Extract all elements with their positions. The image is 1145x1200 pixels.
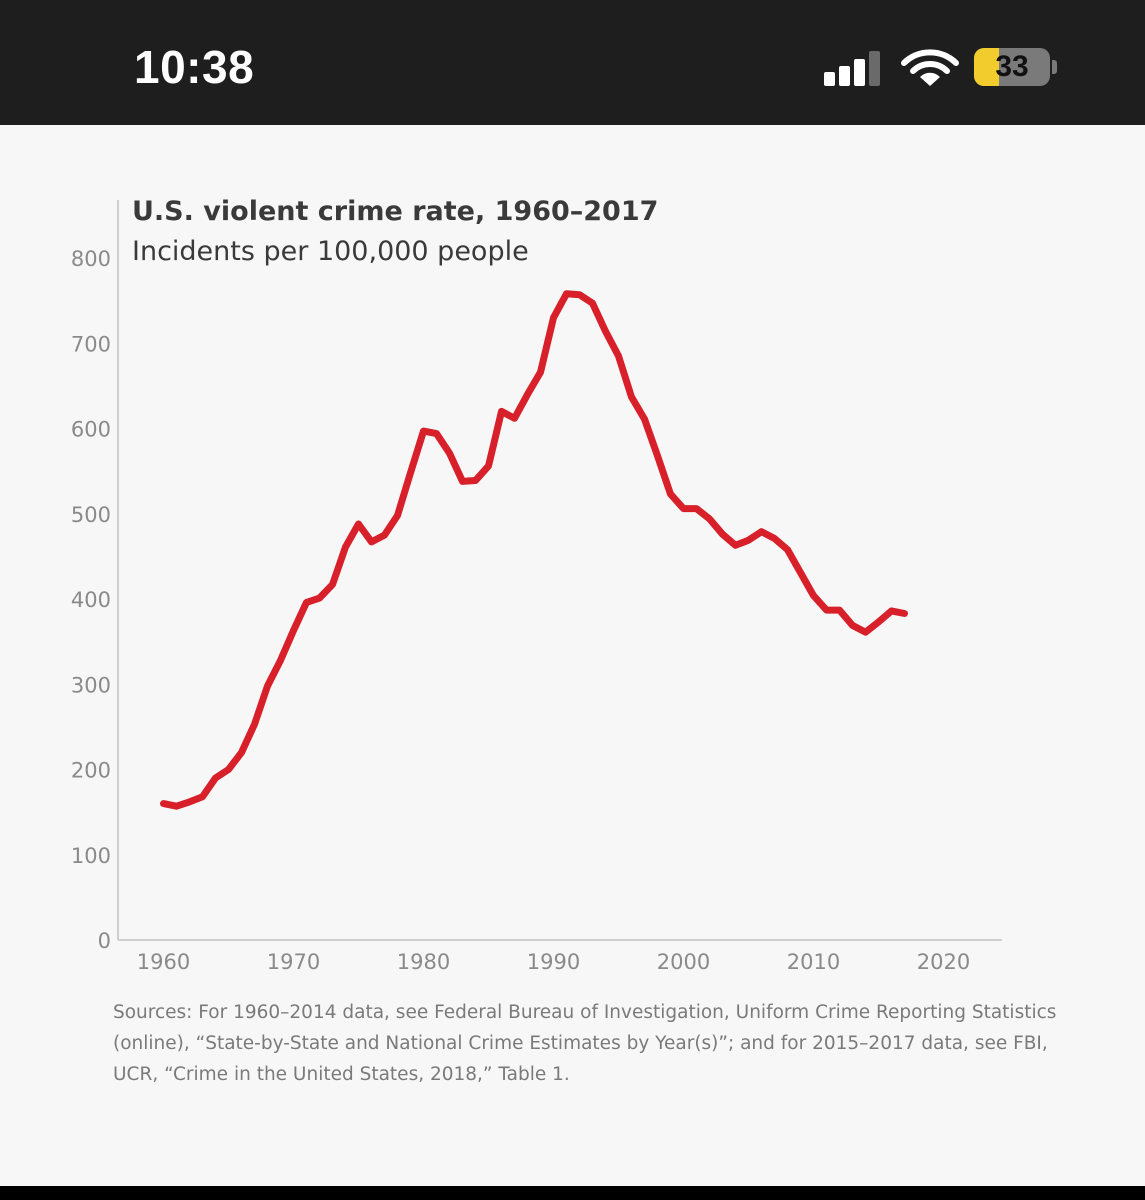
wifi-icon bbox=[901, 49, 959, 86]
status-bar: 10:38 33 bbox=[0, 0, 1145, 125]
battery-tip bbox=[1052, 60, 1057, 74]
y-tick-label: 700 bbox=[71, 332, 111, 356]
battery-icon: 33 bbox=[974, 48, 1050, 86]
y-tick-label: 300 bbox=[71, 673, 111, 697]
x-tick-label: 1970 bbox=[267, 950, 320, 974]
signal-bar bbox=[854, 59, 865, 86]
y-tick-label: 0 bbox=[98, 929, 111, 953]
x-tick-label: 1960 bbox=[137, 950, 190, 974]
cellular-signal-icon bbox=[824, 50, 884, 86]
signal-bar bbox=[824, 72, 835, 86]
data-line bbox=[160, 290, 908, 810]
x-tick-label: 2010 bbox=[787, 950, 840, 974]
bottom-bar bbox=[0, 1186, 1145, 1200]
x-tick-label: 1990 bbox=[527, 950, 580, 974]
y-tick-label: 600 bbox=[71, 418, 111, 442]
battery-fill bbox=[974, 48, 1000, 86]
x-tick-label: 2000 bbox=[657, 950, 710, 974]
status-time: 10:38 bbox=[134, 41, 255, 93]
sources-note: Sources: For 1960–2014 data, see Federal… bbox=[113, 1002, 1057, 1085]
signal-bar bbox=[869, 51, 880, 86]
y-tick-label: 800 bbox=[71, 247, 111, 271]
line-chart: 0 100 200 300 400 500 600 700 800 1960 1970 1980 199… bbox=[71, 200, 1002, 974]
y-tick-label: 500 bbox=[71, 503, 111, 527]
y-tick-label: 100 bbox=[71, 844, 111, 868]
chart-title: U.S. violent crime rate, 1960–2017 bbox=[132, 196, 659, 227]
y-tick-label: 200 bbox=[71, 759, 111, 783]
signal-bar bbox=[839, 66, 850, 86]
x-tick-label: 2020 bbox=[917, 950, 970, 974]
chart-subtitle: Incidents per 100,000 people bbox=[132, 236, 529, 267]
battery-level: 33 bbox=[995, 50, 1029, 83]
x-tick-label: 1980 bbox=[397, 950, 450, 974]
y-tick-label: 400 bbox=[71, 588, 111, 612]
